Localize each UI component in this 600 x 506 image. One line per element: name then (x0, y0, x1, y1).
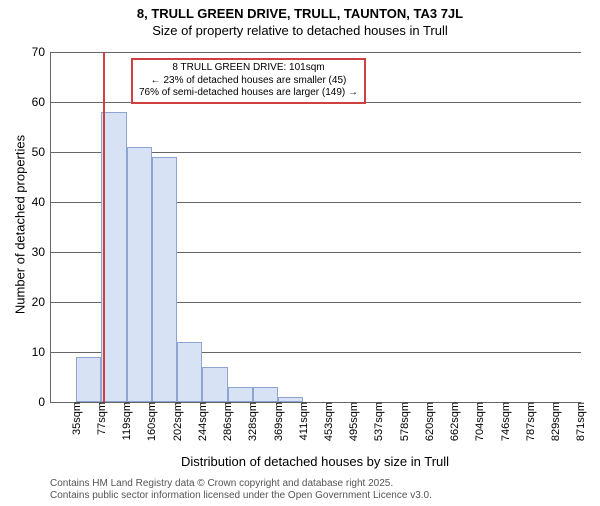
annotation-line: 76% of semi-detached houses are larger (… (139, 87, 358, 100)
histogram-bar (127, 147, 152, 402)
y-tick-label: 60 (32, 95, 51, 109)
x-tick-label: 411sqm (295, 402, 310, 440)
x-tick-label: 202sqm (169, 402, 184, 441)
annotation-line: ← 23% of detached houses are smaller (45… (139, 75, 358, 88)
x-tick-label: 35sqm (68, 402, 83, 435)
y-tick-label: 50 (32, 145, 51, 159)
chart-container: 8, TRULL GREEN DRIVE, TRULL, TAUNTON, TA… (0, 6, 600, 506)
y-axis-label: Number of detached properties (13, 125, 28, 325)
x-tick-label: 160sqm (143, 402, 158, 441)
x-tick-label: 746sqm (497, 402, 512, 441)
histogram-bar (152, 157, 177, 402)
plot-area: 01020304050607035sqm77sqm119sqm160sqm202… (50, 52, 581, 403)
footer-line2: Contains public sector information licen… (50, 490, 432, 502)
y-tick-label: 20 (32, 295, 51, 309)
annotation-line: 8 TRULL GREEN DRIVE: 101sqm (139, 62, 358, 75)
marker-line (103, 52, 105, 402)
y-tick-label: 0 (38, 395, 51, 409)
x-tick-label: 620sqm (421, 402, 436, 441)
x-tick-label: 369sqm (270, 402, 285, 441)
chart-title-main: 8, TRULL GREEN DRIVE, TRULL, TAUNTON, TA… (0, 6, 600, 21)
y-tick-label: 40 (32, 195, 51, 209)
x-tick-label: 578sqm (396, 402, 411, 441)
annotation-box: 8 TRULL GREEN DRIVE: 101sqm← 23% of deta… (131, 58, 366, 104)
x-tick-label: 244sqm (194, 402, 209, 441)
x-tick-label: 77sqm (93, 402, 108, 435)
x-tick-label: 704sqm (471, 402, 486, 441)
x-tick-label: 286sqm (219, 402, 234, 441)
y-tick-label: 70 (32, 45, 51, 59)
x-tick-label: 119sqm (118, 402, 133, 440)
x-tick-label: 787sqm (522, 402, 537, 441)
x-tick-label: 871sqm (572, 402, 587, 441)
x-tick-label: 662sqm (446, 402, 461, 441)
chart-title-sub: Size of property relative to detached ho… (0, 23, 600, 38)
histogram-bar (76, 357, 101, 402)
histogram-bar (177, 342, 202, 402)
x-tick-label: 453sqm (320, 402, 335, 441)
x-axis-label: Distribution of detached houses by size … (50, 454, 580, 469)
y-tick-label: 30 (32, 245, 51, 259)
y-tick-label: 10 (32, 345, 51, 359)
x-tick-label: 537sqm (370, 402, 385, 441)
histogram-bar (101, 112, 126, 402)
histogram-bar (202, 367, 227, 402)
x-tick-label: 328sqm (244, 402, 259, 441)
x-tick-label: 829sqm (547, 402, 562, 441)
footer-line1: Contains HM Land Registry data © Crown c… (50, 478, 432, 490)
histogram-bar (253, 387, 278, 402)
x-tick-label: 495sqm (345, 402, 360, 441)
histogram-bar (228, 387, 253, 402)
footer: Contains HM Land Registry data © Crown c… (50, 478, 432, 502)
